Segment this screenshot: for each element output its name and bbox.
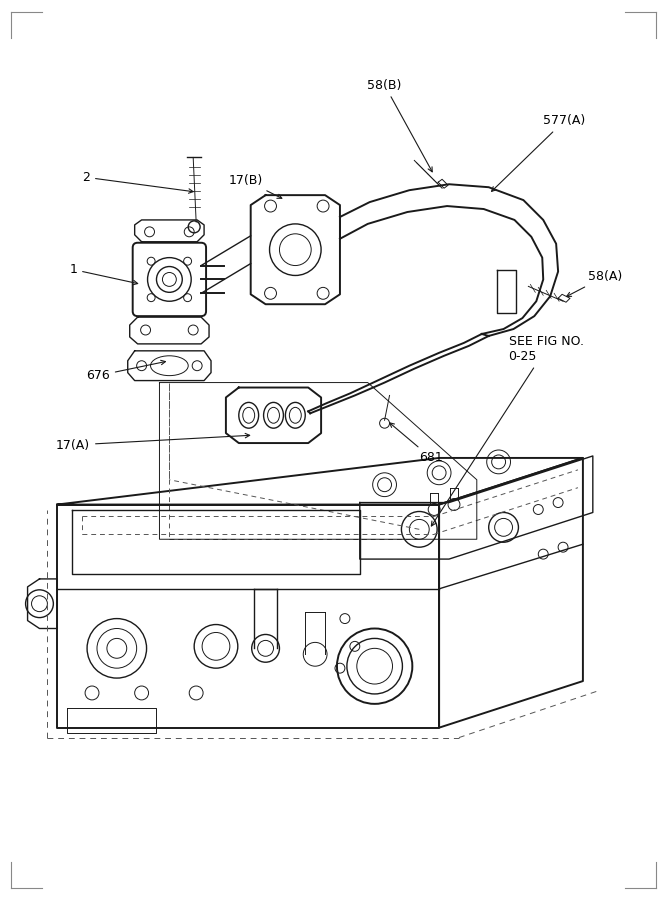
Text: 676: 676	[86, 360, 165, 382]
Text: 58(B): 58(B)	[368, 78, 432, 172]
Text: 17(B): 17(B)	[229, 174, 282, 198]
Text: 2: 2	[82, 171, 193, 194]
Text: SEE FIG NO.
0-25: SEE FIG NO. 0-25	[432, 335, 584, 526]
Text: 58(A): 58(A)	[567, 270, 622, 296]
Text: 17(A): 17(A)	[56, 434, 249, 452]
Text: 681: 681	[390, 423, 443, 464]
Text: 577(A): 577(A)	[492, 114, 586, 192]
Text: 1: 1	[69, 263, 137, 284]
